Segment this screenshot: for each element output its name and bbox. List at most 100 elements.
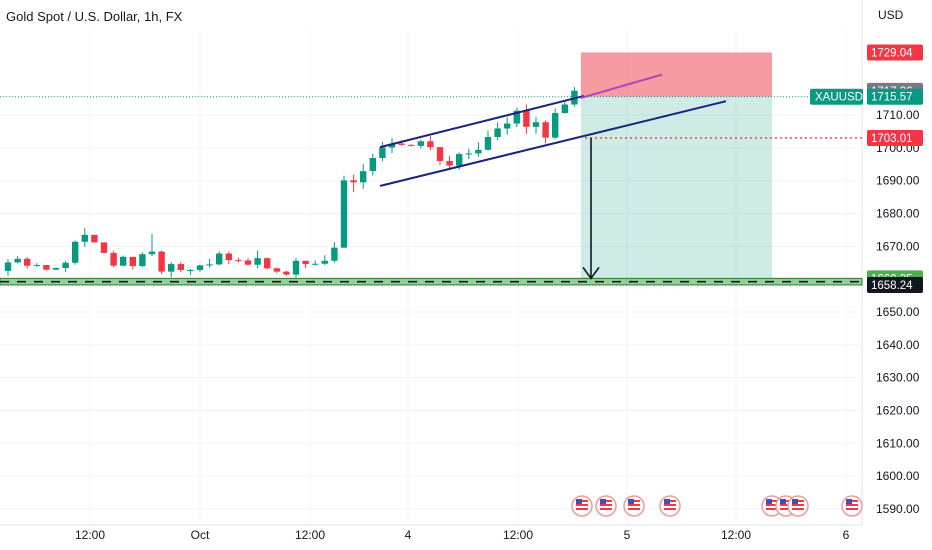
- y-tick-label: 1690.00: [876, 174, 920, 188]
- candle-body: [369, 158, 376, 172]
- candle-body: [283, 271, 290, 275]
- candle-body: [206, 264, 213, 266]
- candle: [360, 163, 367, 189]
- candle-body: [504, 123, 511, 129]
- us-flag-event-icon: [787, 495, 809, 517]
- candle: [388, 138, 396, 154]
- candle-body: [264, 258, 271, 269]
- candle-body: [254, 258, 261, 265]
- candle: [225, 251, 232, 265]
- candle-body: [408, 144, 415, 146]
- flag-canton: [846, 499, 852, 504]
- candle: [532, 116, 540, 134]
- candle-body: [484, 136, 492, 150]
- candle-body: [475, 149, 482, 154]
- candle-body: [331, 247, 338, 261]
- candle: [408, 144, 415, 147]
- candle: [187, 268, 194, 275]
- grid-lines: [0, 30, 860, 525]
- candle: [43, 264, 50, 271]
- candle: [292, 258, 300, 278]
- price-tag-label: 1715.57: [871, 92, 913, 104]
- candle: [542, 120, 549, 144]
- candle: [14, 256, 21, 264]
- x-tick-label: 12:00: [75, 528, 105, 542]
- candle: [494, 122, 501, 141]
- flag-stripe: [766, 504, 778, 506]
- candle-body: [62, 262, 69, 269]
- candle: [302, 260, 309, 269]
- flag-stripe: [664, 504, 676, 506]
- candle: [513, 107, 520, 128]
- price-tag: 1703.01: [867, 129, 923, 146]
- flag-canton: [600, 499, 606, 504]
- candle-body: [196, 265, 204, 270]
- flag-stripe: [792, 508, 804, 510]
- flag-stripe: [576, 508, 588, 510]
- x-tick-label: 12:00: [295, 528, 325, 542]
- x-tick-label: 12:00: [503, 528, 533, 542]
- chart-title: Gold Spot / U.S. Dollar, 1h, FX: [6, 9, 183, 24]
- y-tick-label: 1610.00: [876, 436, 920, 450]
- candle-body: [292, 260, 300, 275]
- candle-body: [4, 262, 12, 271]
- y-tick-label: 1630.00: [876, 371, 920, 385]
- symbol-tag-bg: [810, 88, 863, 105]
- candle-body: [340, 180, 348, 248]
- candle-body: [139, 254, 146, 267]
- candle: [561, 100, 568, 114]
- candle-body: [110, 252, 117, 266]
- flag-canton: [780, 499, 786, 504]
- candle: [72, 240, 79, 265]
- take-profit-zone: [581, 96, 772, 279]
- flag-stripe: [766, 508, 778, 510]
- candle: [177, 262, 184, 273]
- x-tick-label: 6: [843, 528, 850, 542]
- candle-body: [465, 153, 472, 155]
- candle: [264, 257, 271, 270]
- candle-body: [168, 264, 175, 272]
- candle-body: [388, 143, 396, 148]
- candle-body: [225, 253, 232, 261]
- y-tick-label: 1590.00: [876, 502, 920, 516]
- candle-body: [321, 260, 328, 264]
- price-tag-bg: [867, 44, 923, 61]
- price-tag-label: 1703.01: [871, 133, 913, 145]
- candle-body: [235, 260, 242, 262]
- candle-body: [158, 251, 165, 272]
- candle-body: [312, 263, 319, 265]
- candle-body: [91, 234, 98, 243]
- candle: [244, 257, 252, 266]
- candle: [120, 255, 127, 267]
- candle-body: [148, 251, 156, 255]
- candle: [475, 142, 482, 157]
- candle: [465, 148, 472, 159]
- candle-body: [52, 268, 60, 270]
- candle-body: [273, 268, 280, 272]
- candle-body: [177, 264, 184, 270]
- currency-label: USD: [878, 8, 904, 22]
- flag-canton: [792, 499, 798, 504]
- candle: [283, 270, 290, 276]
- candle: [139, 252, 146, 268]
- candle-body: [33, 265, 40, 267]
- candle: [446, 155, 453, 170]
- candle: [4, 259, 12, 276]
- candle-body: [427, 141, 434, 148]
- flag-canton: [766, 499, 772, 504]
- price-tag-bg: [867, 276, 923, 293]
- candle-body: [81, 234, 88, 242]
- candle: [91, 234, 98, 243]
- y-tick-label: 1600.00: [876, 469, 920, 483]
- x-tick-label: 5: [624, 528, 631, 542]
- price-tag-bg: [867, 129, 923, 146]
- candle: [312, 260, 319, 266]
- candle-body: [523, 110, 530, 127]
- x-tick-label: 12:00: [721, 528, 751, 542]
- candle: [81, 227, 88, 247]
- y-tick-label: 1670.00: [876, 239, 920, 253]
- candle-body: [24, 258, 31, 266]
- candle: [129, 256, 136, 270]
